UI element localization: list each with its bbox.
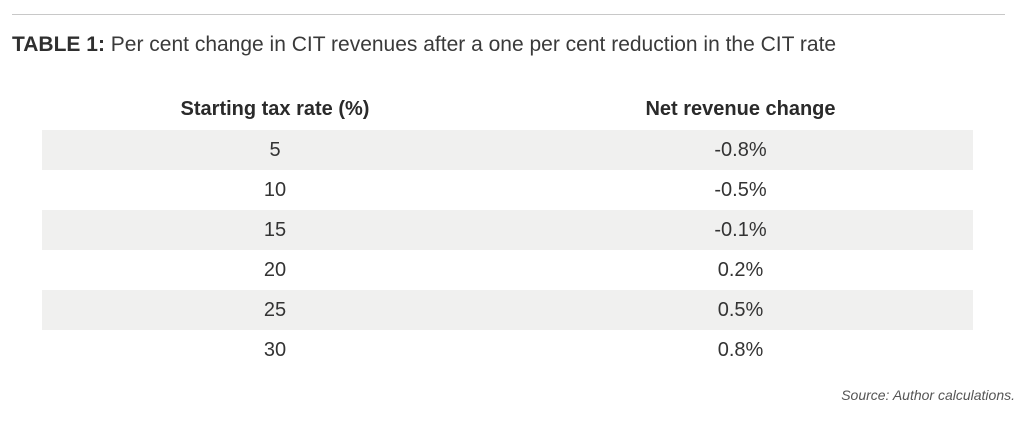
starting-tax-rate-cell: 15 [263,218,287,241]
starting-tax-rate-cell: 5 [269,138,281,161]
top-divider [12,14,1005,15]
net-revenue-change-cell: -0.8% [714,138,767,161]
net-revenue-change-cell: 0.2% [717,258,764,281]
table-row: 20 0.2% [42,250,973,290]
net-revenue-change-cell: -0.1% [714,218,767,241]
column-header-net-revenue-change: Net revenue change [645,97,836,120]
table-header-row: Starting tax rate (%) Net revenue change [42,88,973,130]
table-row: 15 -0.1% [42,210,973,250]
table-row: 10 -0.5% [42,170,973,210]
caption-text: Per cent change in CIT revenues after a … [104,33,837,56]
table-row: 25 0.5% [42,290,973,330]
column-header-starting-tax-rate: Starting tax rate (%) [180,97,370,120]
starting-tax-rate-cell: 30 [263,338,287,361]
data-table: Starting tax rate (%) Net revenue change… [42,88,973,370]
table-row: 5 -0.8% [42,130,973,170]
table-row: 30 0.8% [42,330,973,370]
net-revenue-change-cell: -0.5% [714,178,767,201]
starting-tax-rate-cell: 25 [263,298,287,321]
starting-tax-rate-cell: 20 [263,258,287,281]
source-note: Source: Author calculations. [841,387,1015,403]
starting-tax-rate-cell: 10 [263,178,287,201]
caption-label: TABLE 1: [12,33,105,56]
net-revenue-change-cell: 0.8% [717,338,764,361]
net-revenue-change-cell: 0.5% [717,298,764,321]
table-caption: TABLE 1: Per cent change in CIT revenues… [12,32,836,58]
